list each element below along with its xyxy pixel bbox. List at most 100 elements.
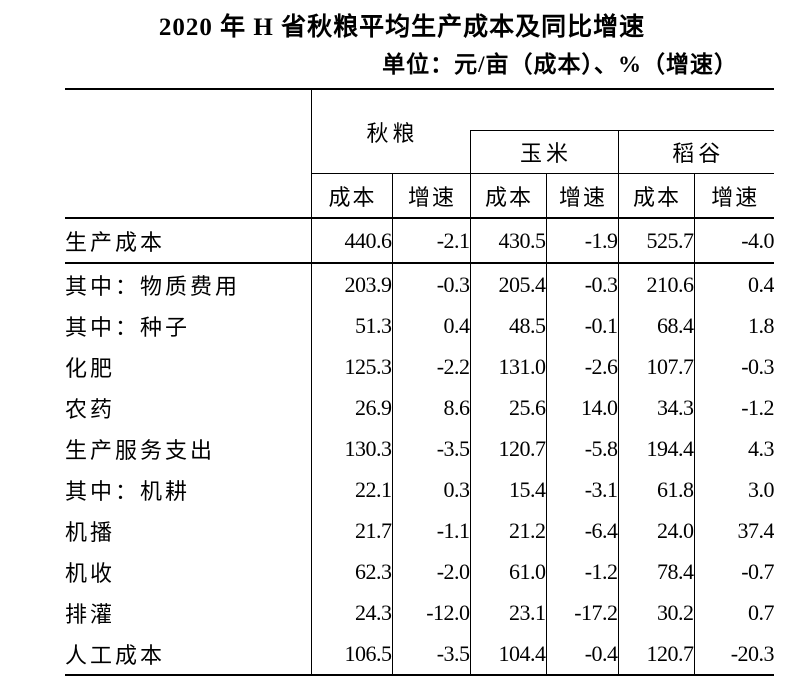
cell-value: 8.6 (391, 387, 471, 428)
cell-value: -2.6 (545, 346, 619, 387)
cell-value: 68.4 (617, 305, 695, 346)
header-growth: 增速 (391, 173, 471, 219)
table-row: 生产成本 440.6 -2.1 430.5 -1.9 525.7 -4.0 (65, 218, 775, 264)
header-cost: 成本 (617, 173, 695, 219)
table-row: 其中：种子 51.3 0.4 48.5 -0.1 68.4 1.8 (65, 305, 775, 346)
header-cost: 成本 (469, 173, 547, 219)
table-row: 机收 62.3 -2.0 61.0 -1.2 78.4 -0.7 (65, 551, 775, 592)
cell-value: -1.1 (391, 510, 471, 551)
cell-value: 61.0 (469, 551, 547, 592)
cell-value: -12.0 (391, 592, 471, 633)
cell-value: -5.8 (545, 428, 619, 469)
cell-value: 3.0 (693, 469, 775, 510)
cell-value: 525.7 (617, 218, 695, 264)
cell-value: -0.7 (693, 551, 775, 592)
cell-value: -3.1 (545, 469, 619, 510)
cell-value: -0.3 (391, 263, 471, 305)
table-row: 其中：物质费用 203.9 -0.3 205.4 -0.3 210.6 0.4 (65, 263, 775, 305)
cell-value: 104.4 (469, 633, 547, 675)
row-label: 其中：机耕 (65, 469, 312, 510)
cell-value: 120.7 (617, 633, 695, 675)
cell-value: 0.7 (693, 592, 775, 633)
cell-value: 78.4 (617, 551, 695, 592)
cell-value: 4.3 (693, 428, 775, 469)
cell-value: 107.7 (617, 346, 695, 387)
cell-value: 61.8 (617, 469, 695, 510)
row-label: 其中：种子 (65, 305, 312, 346)
cell-value: 0.4 (391, 305, 471, 346)
cell-value: 37.4 (693, 510, 775, 551)
cell-value: 440.6 (310, 218, 392, 264)
cell-value: -3.5 (391, 633, 471, 675)
cell-value: 203.9 (310, 263, 392, 305)
table-row: 农药 26.9 8.6 25.6 14.0 34.3 -1.2 (65, 387, 775, 428)
cell-value: -1.9 (545, 218, 619, 264)
header-blank-cell (470, 89, 775, 131)
cell-value: 25.6 (469, 387, 547, 428)
cell-value: -3.5 (391, 428, 471, 469)
cell-value: -0.4 (545, 633, 619, 675)
cell-value: 15.4 (469, 469, 547, 510)
row-label: 机收 (65, 551, 312, 592)
cell-value: 430.5 (469, 218, 547, 264)
cell-value: -1.2 (693, 387, 775, 428)
row-label: 生产服务支出 (65, 428, 312, 469)
header-stub-cell (65, 89, 312, 219)
cell-value: 1.8 (693, 305, 775, 346)
cell-value: 210.6 (617, 263, 695, 305)
cell-value: 205.4 (469, 263, 547, 305)
cell-value: 22.1 (310, 469, 392, 510)
cell-value: 130.3 (310, 428, 392, 469)
table-row: 其中：机耕 22.1 0.3 15.4 -3.1 61.8 3.0 (65, 469, 775, 510)
cell-value: 24.3 (310, 592, 392, 633)
cell-value: 131.0 (469, 346, 547, 387)
header-cost: 成本 (310, 173, 392, 219)
cell-value: -2.1 (391, 218, 471, 264)
header-row-groups: 玉米 稻谷 (65, 130, 775, 174)
cell-value: -4.0 (693, 218, 775, 264)
cell-value: 14.0 (545, 387, 619, 428)
cell-value: 48.5 (469, 305, 547, 346)
row-label: 其中：物质费用 (65, 263, 312, 305)
cell-value: -0.3 (545, 263, 619, 305)
header-growth: 增速 (545, 173, 619, 219)
cell-value: -20.3 (693, 633, 775, 675)
row-label: 机播 (65, 510, 312, 551)
cell-value: 51.3 (310, 305, 392, 346)
cell-value: -2.0 (391, 551, 471, 592)
cell-value: -0.1 (545, 305, 619, 346)
row-label: 农药 (65, 387, 312, 428)
header-row-measures: 成本 增速 成本 增速 成本 增速 (65, 173, 775, 219)
table-row: 排灌 24.3 -12.0 23.1 -17.2 30.2 0.7 (65, 592, 775, 633)
row-label: 化肥 (65, 346, 312, 387)
table-row: 生产服务支出 130.3 -3.5 120.7 -5.8 194.4 4.3 (65, 428, 775, 469)
cell-value: 24.0 (617, 510, 695, 551)
row-label: 人工成本 (65, 633, 312, 675)
cell-value: 125.3 (310, 346, 392, 387)
header-rice: 稻谷 (617, 130, 775, 174)
header-autumn-grain: 秋粮 (311, 89, 471, 174)
cell-value: 120.7 (469, 428, 547, 469)
cell-value: 0.3 (391, 469, 471, 510)
cell-value: 21.7 (310, 510, 392, 551)
header-growth: 增速 (693, 173, 775, 219)
header-corn: 玉米 (469, 130, 619, 174)
cell-value: -0.3 (693, 346, 775, 387)
row-label: 排灌 (65, 592, 312, 633)
doc-title: 2020 年 H 省秋粮平均生产成本及同比增速 (158, 14, 646, 41)
header-row-groups-top: 秋粮 (65, 89, 775, 219)
cell-value: 30.2 (617, 592, 695, 633)
cell-value: -17.2 (545, 592, 619, 633)
cell-value: -6.4 (545, 510, 619, 551)
cell-value: 194.4 (617, 428, 695, 469)
cell-value: 62.3 (310, 551, 392, 592)
table-row: 化肥 125.3 -2.2 131.0 -2.6 107.7 -0.3 (65, 346, 775, 387)
cell-value: 106.5 (310, 633, 392, 675)
row-label: 生产成本 (65, 218, 312, 264)
cell-value: -1.2 (545, 551, 619, 592)
unit-note: 单位：元/亩（成本）、%（增速） (382, 52, 738, 77)
cell-value: 21.2 (469, 510, 547, 551)
table-row: 人工成本 106.5 -3.5 104.4 -0.4 120.7 -20.3 (65, 633, 775, 675)
table-row: 机播 21.7 -1.1 21.2 -6.4 24.0 37.4 (65, 510, 775, 551)
